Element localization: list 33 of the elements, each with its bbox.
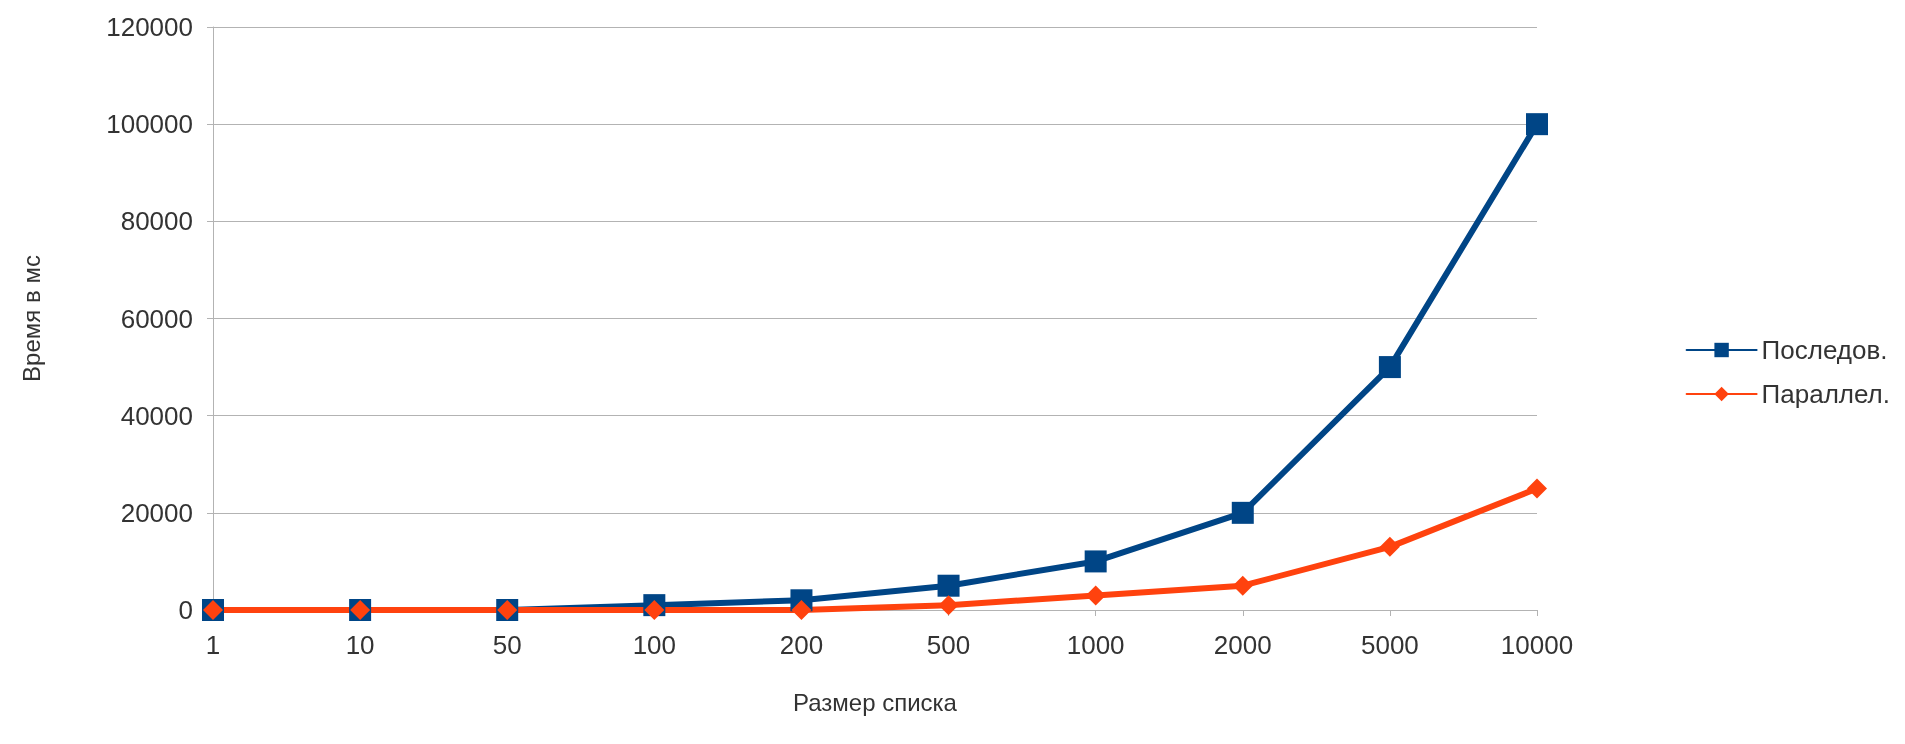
x-tick-label: 10000 [1500,630,1574,660]
x-tick-label: 5000 [1360,630,1419,660]
legend-label: Последов. [1761,335,1888,365]
y-tick-label: 40000 [120,400,193,431]
point [937,574,960,597]
point [938,595,959,616]
point [1378,356,1401,379]
point [1527,478,1547,499]
point [1085,585,1106,606]
y-tick-label: 100000 [106,109,193,140]
y-tick-label: 80000 [120,206,193,237]
x-axis-title: Размер списка [793,688,958,716]
x-tick-label: 50 [492,630,522,660]
point [644,600,665,620]
y-tick-label: 60000 [120,303,193,334]
point [1231,501,1254,524]
x-tick-label: 1000 [1066,630,1125,660]
point [791,600,812,620]
x-tick-label: 200 [779,630,824,660]
point [1084,550,1107,573]
x-tick-label: 500 [926,630,971,660]
y-axis-title: Время в мс [17,255,45,382]
y-tick-label: 120000 [106,12,193,42]
y-tick-label: 0 [178,595,193,625]
point [1232,575,1253,596]
x-tick-label: 10 [345,630,375,660]
legend-label: Параллел. [1761,379,1891,409]
x-tick-label: 100 [632,630,677,660]
y-tick-label: 20000 [120,497,193,528]
point [1526,113,1548,136]
x-tick-label: 1 [205,630,221,660]
x-tick-label: 2000 [1213,630,1272,660]
point [1379,536,1400,557]
